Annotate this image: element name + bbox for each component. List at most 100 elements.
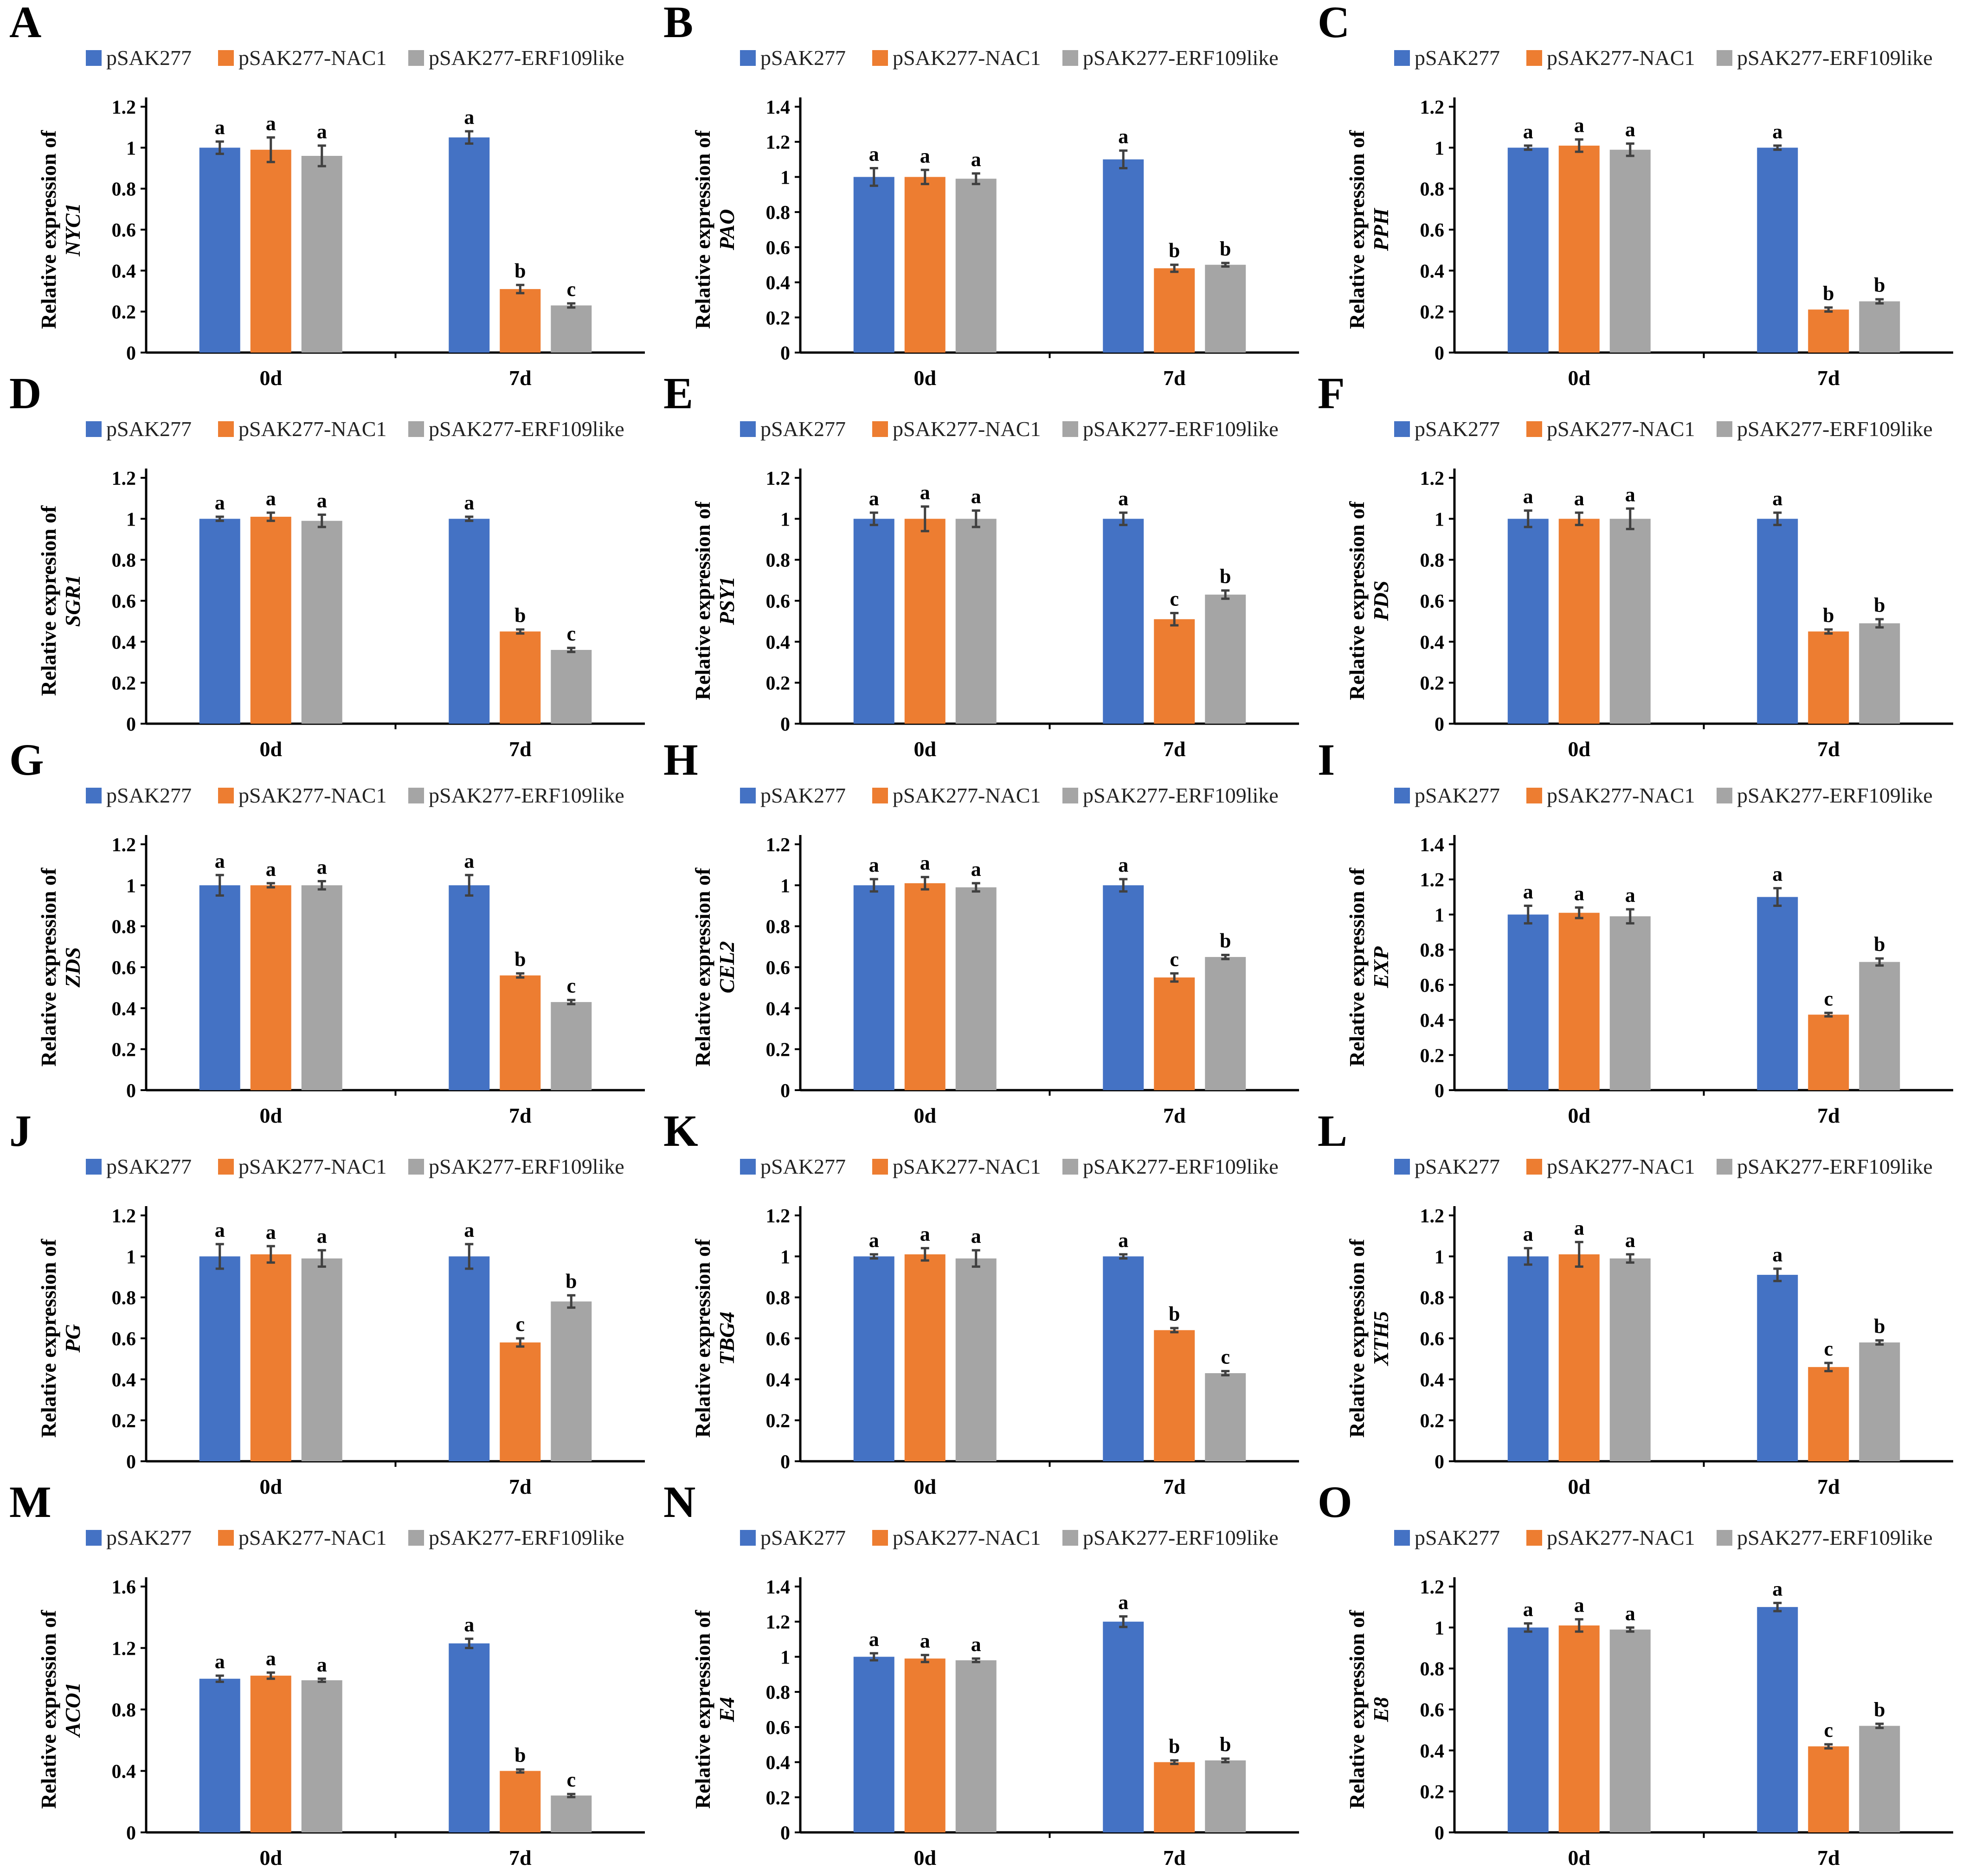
legend-label: pSAK277-ERF109like (429, 1155, 624, 1178)
y-axis-label-prefix: Relative expression of (691, 501, 714, 700)
y-tick-label: 0.6 (766, 1329, 791, 1350)
legend-label: pSAK277-NAC1 (1547, 1155, 1695, 1178)
y-axis-gene: PPH (1369, 208, 1393, 251)
significance-letter: b (515, 948, 526, 970)
bar (301, 1258, 342, 1461)
significance-letter: a (869, 1628, 879, 1651)
significance-letter: c (566, 278, 576, 301)
legend-label: pSAK277-NAC1 (238, 1155, 386, 1178)
y-axis-label: Relative expression of PG (37, 1239, 84, 1438)
y-tick-label: 0.4 (112, 998, 136, 1020)
legend-label: pSAK277 (106, 1526, 192, 1549)
y-tick-label: 0.6 (1420, 591, 1445, 612)
y-tick-label: 1 (780, 509, 790, 530)
significance-letter: a (266, 112, 276, 135)
y-tick-label: 0 (126, 1452, 136, 1473)
y-axis-label-prefix: Relative expression of (1345, 501, 1369, 700)
legend-label: pSAK277 (106, 784, 192, 807)
y-tick-label: 0.2 (112, 1411, 136, 1432)
bar (199, 1256, 240, 1461)
legend-swatch (1526, 421, 1542, 437)
legend-label: pSAK277 (1415, 1155, 1500, 1178)
significance-letter: c (1170, 588, 1179, 610)
y-tick-label: 0 (1435, 714, 1444, 735)
significance-letter: a (1772, 1577, 1782, 1600)
y-tick-label: 0.4 (1420, 632, 1445, 653)
y-tick-label: 0 (126, 343, 136, 364)
panel-letter: F (1318, 368, 1345, 418)
legend-swatch (1717, 788, 1732, 803)
y-axis-label-prefix: Relative expression of (37, 1239, 60, 1438)
legend-label: pSAK277-ERF109like (429, 46, 624, 70)
significance-letter: a (266, 487, 276, 510)
bar (1154, 1762, 1195, 1832)
panel-letter: O (1318, 1477, 1352, 1527)
legend-swatch (1062, 788, 1078, 803)
panel-letter: E (663, 368, 693, 418)
bar (449, 519, 490, 724)
legend-swatch (872, 421, 888, 437)
legend-label: pSAK277 (760, 784, 846, 807)
bar (853, 177, 894, 353)
x-tick-label: 7d (1817, 1846, 1840, 1870)
y-axis-label-prefix: Relative expression of (37, 867, 60, 1066)
legend-label: pSAK277-ERF109like (1083, 46, 1279, 70)
legend-swatch (740, 1159, 756, 1175)
significance-letter: a (971, 1225, 981, 1247)
legend-label: pSAK277-ERF109like (429, 1526, 624, 1549)
legend-label: pSAK277-ERF109like (1737, 417, 1933, 441)
y-tick-label: 0.4 (112, 632, 136, 653)
x-tick-label: 0d (1568, 1846, 1590, 1870)
significance-letter: a (1574, 1216, 1584, 1239)
significance-letter: a (971, 1633, 981, 1656)
x-tick-label: 0d (913, 1475, 936, 1498)
y-tick-label: 0.6 (1420, 220, 1445, 241)
y-tick-label: 1 (780, 1246, 790, 1268)
legend-label: pSAK277-ERF109like (1737, 784, 1933, 807)
legend-label: pSAK277-NAC1 (1547, 46, 1695, 70)
bar (301, 885, 342, 1090)
significance-letter: a (869, 854, 879, 876)
y-axis-label: Relative expression of PDS (1345, 501, 1393, 700)
y-axis-label-prefix: Relative expression of (691, 1239, 714, 1438)
bar (1507, 519, 1549, 724)
x-tick-label: 0d (1568, 1104, 1590, 1127)
bar (551, 305, 592, 353)
significance-letter: b (515, 259, 526, 282)
y-axis-label: Relative expression of TBG4 (691, 1239, 739, 1438)
significance-letter: a (266, 1647, 276, 1670)
legend-swatch (408, 421, 424, 437)
y-tick-label: 0.4 (766, 1369, 791, 1391)
legend-label: pSAK277-NAC1 (238, 417, 386, 441)
significance-letter: a (1625, 884, 1635, 906)
significance-letter: a (1772, 1243, 1782, 1266)
x-tick-label: 0d (259, 366, 282, 390)
y-axis-gene: ACO1 (61, 1682, 84, 1738)
bar (250, 1254, 291, 1461)
significance-letter: a (317, 1225, 327, 1247)
legend-swatch (1526, 1159, 1542, 1175)
bar (1558, 1254, 1600, 1461)
y-axis-label: Relative expression of PSY1 (691, 501, 739, 700)
legend-swatch (872, 1159, 888, 1175)
legend-label: pSAK277-NAC1 (1547, 417, 1695, 441)
panel-letter: G (9, 735, 44, 784)
y-tick-label: 0.2 (766, 1411, 791, 1432)
y-tick-label: 0.8 (766, 1288, 791, 1309)
y-axis-label: Relative expresion of SGR1 (37, 505, 84, 696)
legend-swatch (1394, 788, 1410, 803)
legend-label: pSAK277-NAC1 (238, 1526, 386, 1549)
legend-label: pSAK277-ERF109like (429, 417, 624, 441)
significance-letter: a (1523, 1223, 1533, 1246)
y-tick-label: 0.2 (1420, 1045, 1445, 1066)
significance-letter: a (464, 1613, 474, 1636)
y-axis-label-prefix: Relative expression of (691, 1610, 714, 1809)
panel-letter: I (1318, 735, 1335, 784)
bar (1205, 264, 1246, 353)
